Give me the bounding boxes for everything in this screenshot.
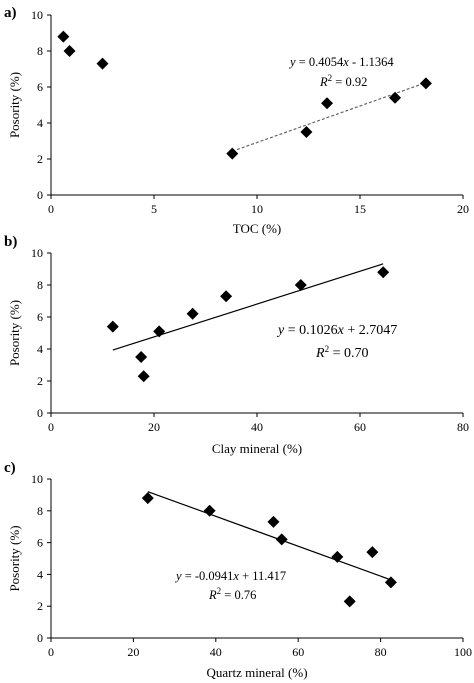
x-tick-label: 5 — [151, 202, 157, 216]
x-tick-label: 80 — [457, 420, 469, 434]
x-tick-label: 20 — [148, 420, 160, 434]
r-squared: R2 = 0.70 — [315, 344, 368, 361]
regression-equation: y = 0.1026x + 2.7047 — [276, 323, 397, 338]
panel-label: c) — [4, 460, 16, 476]
y-tick-label: 0 — [37, 406, 43, 420]
x-tick-label: 80 — [375, 645, 387, 659]
data-point — [384, 576, 397, 589]
y-tick-label: 8 — [37, 504, 43, 518]
x-tick-label: 100 — [454, 645, 472, 659]
trendline — [147, 491, 392, 581]
data-point — [186, 307, 199, 320]
y-tick-label: 10 — [31, 246, 43, 260]
y-tick-label: 4 — [37, 567, 43, 581]
data-point — [377, 266, 390, 279]
y-axis-title: Posority (%) — [7, 525, 22, 591]
x-tick-label: 40 — [210, 645, 222, 659]
x-axis-title: Clay mineral (%) — [212, 441, 302, 456]
x-tick-label: 0 — [48, 645, 54, 659]
data-point — [63, 45, 76, 57]
x-tick-label: 60 — [292, 645, 304, 659]
x-tick-label: 10 — [251, 202, 263, 216]
panel-2: 0 20 40 60 80 0 2 4 6 8 10 Clay mineral (%) Posority… — [4, 234, 469, 456]
r-squared: R2 = 0.76 — [208, 586, 256, 602]
trendline — [232, 82, 427, 152]
data-point — [275, 533, 288, 546]
data-point — [267, 515, 280, 528]
regression-equation: y = 0.4054x - 1.1364 — [288, 55, 394, 69]
data-point — [389, 91, 402, 104]
x-tick-label: 20 — [457, 202, 469, 216]
y-tick-label: 2 — [37, 374, 43, 388]
data-point — [226, 147, 239, 160]
y-axis-title: Posority (%) — [7, 300, 22, 366]
data-point — [203, 504, 216, 517]
y-tick-label: 4 — [37, 116, 43, 130]
data-point — [106, 320, 119, 333]
x-axis-title: Quartz mineral (%) — [206, 665, 307, 680]
data-point — [343, 595, 356, 608]
data-point — [419, 77, 432, 90]
x-tick-label: 40 — [251, 420, 263, 434]
y-tick-label: 10 — [31, 8, 43, 22]
data-point — [137, 370, 150, 383]
data-point — [220, 290, 233, 303]
x-tick-label: 15 — [354, 202, 366, 216]
data-point — [321, 97, 334, 110]
y-tick-label: 2 — [37, 599, 43, 613]
regression-equation: y = -0.0941x + 11.417 — [174, 569, 286, 583]
y-tick-label: 0 — [37, 188, 43, 202]
y-axis-title: Posority (%) — [7, 72, 22, 138]
y-tick-label: 2 — [37, 152, 43, 166]
data-point — [57, 30, 70, 43]
r-squared: R2 = 0.92 — [319, 73, 367, 89]
data-point — [294, 279, 307, 291]
data-point — [135, 351, 148, 363]
y-tick-label: 6 — [37, 310, 43, 324]
x-tick-label: 20 — [127, 645, 139, 659]
panel-1: 0 5 10 15 20 0 2 4 6 8 10 TOC (%) Posority (%) a) y = … — [4, 5, 469, 236]
panel-label: b) — [4, 234, 17, 250]
y-tick-label: 10 — [31, 472, 43, 486]
x-tick-label: 60 — [354, 420, 366, 434]
data-point — [96, 57, 109, 70]
x-tick-label: 0 — [48, 420, 54, 434]
x-tick-label: 0 — [48, 202, 54, 216]
y-tick-label: 8 — [37, 44, 43, 58]
y-tick-label: 4 — [37, 342, 43, 356]
data-point — [300, 126, 313, 138]
data-point — [366, 546, 379, 559]
y-tick-label: 0 — [37, 631, 43, 645]
data-point — [141, 492, 154, 505]
y-tick-label: 6 — [37, 536, 43, 550]
data-point — [331, 550, 344, 563]
panel-3: 0 20 40 60 80 100 0 2 4 6 8 10 Quartz mineral (%) Pos… — [4, 460, 472, 680]
y-tick-label: 8 — [37, 278, 43, 292]
y-tick-label: 6 — [37, 80, 43, 94]
x-axis-title: TOC (%) — [233, 221, 282, 236]
panel-label: a) — [4, 5, 17, 21]
data-point — [153, 325, 166, 338]
